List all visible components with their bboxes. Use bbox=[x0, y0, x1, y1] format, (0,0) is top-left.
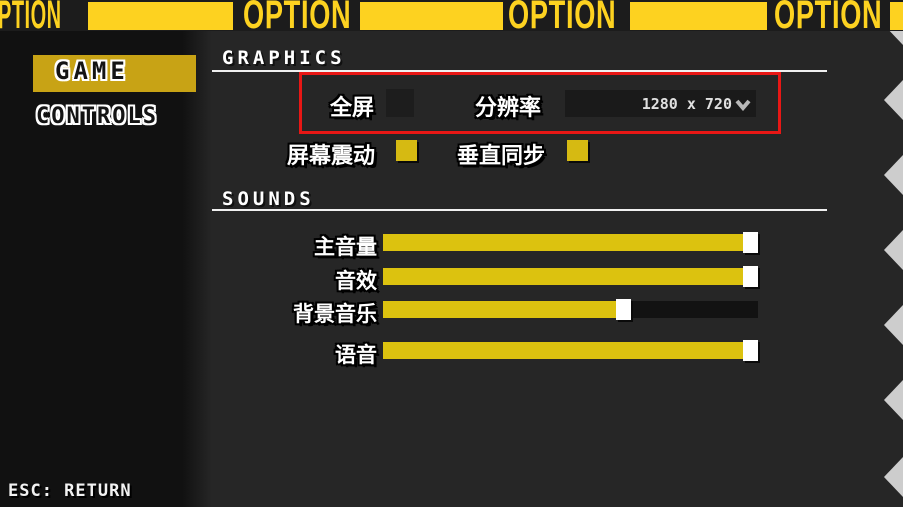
banner-bar bbox=[890, 2, 903, 30]
arrow-left-icon bbox=[884, 230, 903, 270]
slider-track[interactable] bbox=[383, 232, 758, 253]
arrow-left-icon bbox=[884, 457, 903, 497]
slider-fill bbox=[383, 342, 758, 359]
arrow-left-icon bbox=[884, 155, 903, 195]
slider-label: 语音 bbox=[335, 343, 377, 367]
slider-handle[interactable] bbox=[743, 266, 758, 287]
sounds-section-underline bbox=[200, 209, 827, 211]
slider-track[interactable] bbox=[383, 299, 758, 320]
banner-option-text: OPTION bbox=[774, 0, 883, 31]
resolution-label: 分辨率 bbox=[475, 96, 542, 121]
sidebar-item-game[interactable]: GAME bbox=[33, 55, 196, 92]
slider-handle[interactable] bbox=[743, 340, 758, 361]
slider-handle[interactable] bbox=[743, 232, 758, 253]
sidebar: GAME CONTROLS ESC: RETURN bbox=[0, 31, 212, 507]
banner-bar bbox=[630, 2, 767, 30]
vsync-checkbox[interactable] bbox=[567, 140, 588, 161]
resolution-value: 1280 x 720 bbox=[641, 94, 732, 113]
slider-row: 音效 bbox=[200, 266, 800, 293]
fullscreen-label: 全屏 bbox=[330, 96, 375, 121]
slider-label: 音效 bbox=[335, 269, 377, 293]
sidebar-item-controls[interactable]: CONTROLS bbox=[36, 104, 158, 130]
banner-option-text: PTION bbox=[0, 0, 62, 31]
banner-option-text: OPTION bbox=[243, 0, 352, 31]
slider-fill bbox=[383, 301, 616, 318]
slider-fill bbox=[383, 268, 758, 285]
sidebar-item-game-label: GAME bbox=[55, 57, 129, 85]
arrow-left-icon bbox=[884, 305, 903, 345]
graphics-section-underline bbox=[200, 70, 827, 72]
sidebar-item-controls-label: CONTROLS bbox=[36, 104, 158, 129]
slider-row: 主音量 bbox=[200, 232, 800, 259]
screen-shake-label: 屏幕震动 bbox=[287, 144, 376, 169]
graphics-section-title: GRAPHICS bbox=[222, 47, 346, 69]
slider-row: 背景音乐 bbox=[200, 299, 800, 326]
chevron-down-icon bbox=[735, 99, 751, 111]
slider-track[interactable] bbox=[383, 340, 758, 361]
slider-handle[interactable] bbox=[616, 299, 631, 320]
slider-fill bbox=[383, 234, 758, 251]
esc-return-hint: ESC: RETURN bbox=[8, 481, 132, 501]
screen-shake-checkbox[interactable] bbox=[396, 140, 417, 161]
sounds-section-title: SOUNDS bbox=[222, 188, 315, 210]
vsync-label: 垂直同步 bbox=[457, 144, 546, 169]
slider-label: 主音量 bbox=[314, 235, 377, 259]
edge-arrow-strip bbox=[881, 0, 903, 507]
fullscreen-checkbox[interactable] bbox=[386, 89, 414, 117]
slider-track[interactable] bbox=[383, 266, 758, 287]
slider-label: 背景音乐 bbox=[293, 302, 377, 326]
banner-bar bbox=[360, 2, 503, 30]
arrow-left-icon bbox=[884, 80, 903, 120]
resolution-dropdown[interactable]: 1280 x 720 bbox=[565, 90, 756, 117]
arrow-left-icon bbox=[884, 380, 903, 420]
slider-row: 语音 bbox=[200, 340, 800, 367]
banner-option-text: OPTION bbox=[508, 0, 617, 31]
banner-bar bbox=[88, 2, 233, 30]
banner: PTION OPTION OPTION OPTION bbox=[0, 0, 903, 31]
